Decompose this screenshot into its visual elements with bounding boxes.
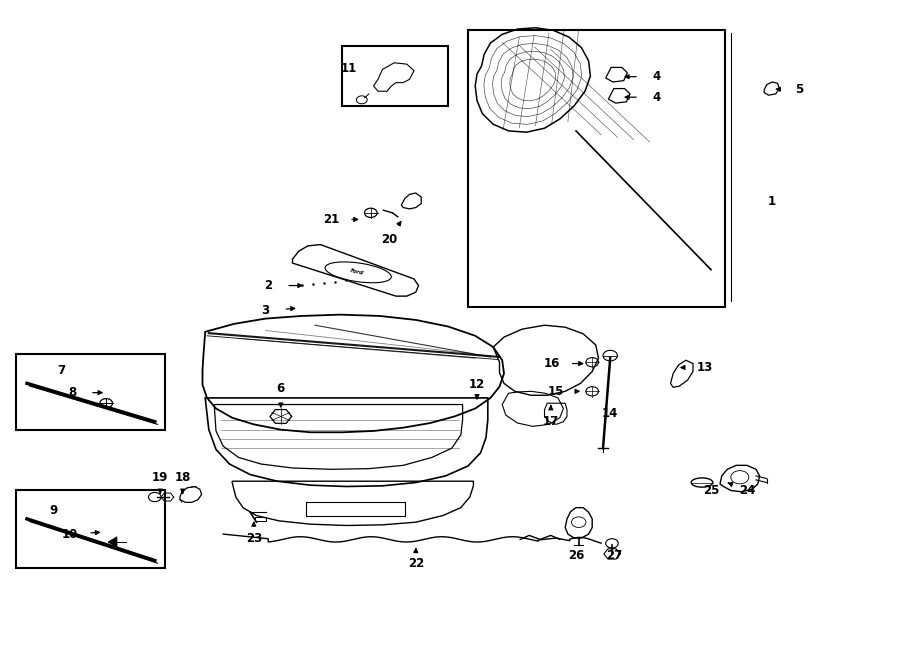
Text: 1: 1	[768, 195, 777, 208]
Text: 10: 10	[62, 527, 78, 541]
Text: 12: 12	[469, 378, 485, 391]
Text: 23: 23	[246, 532, 262, 545]
Text: 24: 24	[739, 484, 755, 497]
Bar	[16, 354, 165, 430]
Text: 9: 9	[50, 504, 58, 517]
Text: 2: 2	[264, 279, 273, 292]
Text: 8: 8	[68, 386, 76, 399]
Text: 22: 22	[408, 557, 424, 570]
Text: 18: 18	[175, 471, 191, 484]
Text: 4: 4	[652, 91, 662, 104]
Text: 4: 4	[652, 70, 662, 83]
Text: Ford: Ford	[350, 268, 365, 276]
Bar	[16, 490, 165, 568]
Bar	[468, 30, 724, 307]
Text: 13: 13	[697, 361, 713, 374]
Text: 3: 3	[261, 304, 270, 317]
Text: 16: 16	[544, 357, 560, 370]
Text: 26: 26	[568, 549, 584, 562]
Text: 27: 27	[606, 549, 622, 562]
Text: 6: 6	[276, 382, 285, 395]
Text: 19: 19	[152, 471, 168, 484]
Text: 11: 11	[341, 61, 357, 75]
Text: 15: 15	[548, 385, 564, 398]
Text: 5: 5	[795, 83, 804, 96]
Text: 17: 17	[543, 415, 559, 428]
Text: 21: 21	[323, 213, 339, 226]
Text: 25: 25	[703, 484, 719, 497]
Text: 14: 14	[602, 407, 618, 420]
Text: 20: 20	[381, 233, 397, 246]
Polygon shape	[108, 537, 117, 547]
Bar	[342, 46, 448, 106]
Text: 7: 7	[57, 364, 66, 377]
